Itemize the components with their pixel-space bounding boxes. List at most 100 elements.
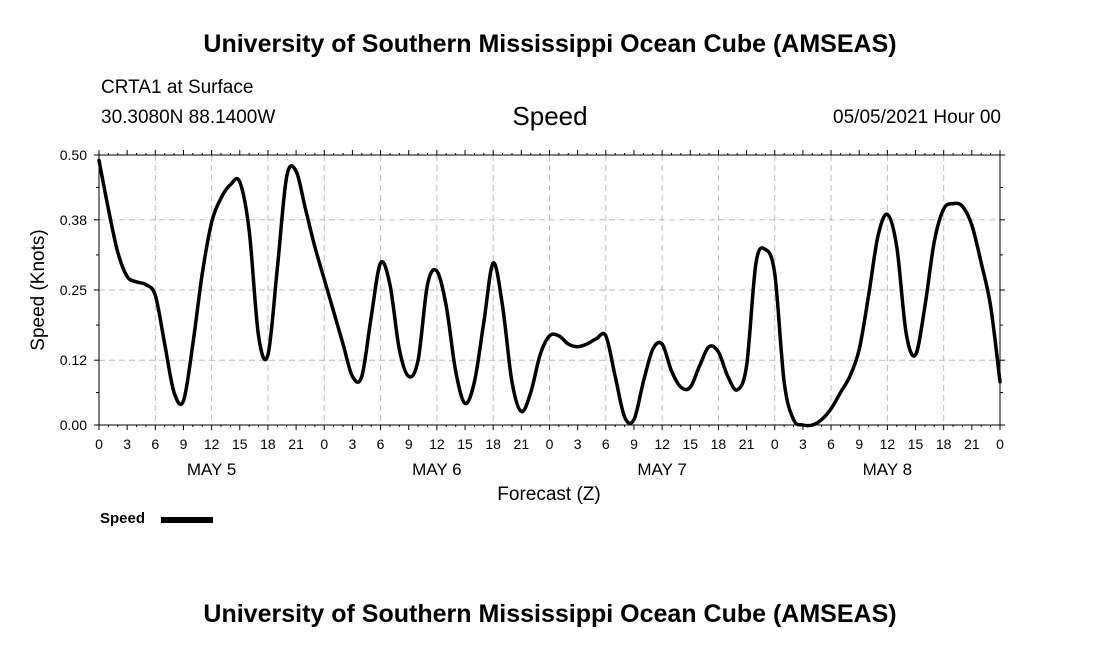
x-tick-label: 9 xyxy=(855,436,863,452)
speed-data-point xyxy=(604,334,607,337)
speed-data-point xyxy=(257,334,260,337)
tick-labels: 0.00 0.12 0.25 0.38 0.50 0 3 6 9 12 15 18 21 0 3 6 9 12 15… xyxy=(60,147,1004,479)
x-tick-label: 15 xyxy=(682,436,698,452)
speed-data-point xyxy=(801,424,804,427)
x-tick-label: 0 xyxy=(996,436,1004,452)
datetime-label: 05/05/2021 Hour 00 xyxy=(833,107,1001,128)
speed-data-point xyxy=(923,305,926,308)
speed-data-point xyxy=(323,278,326,281)
y-tick-label: 0.25 xyxy=(60,282,87,298)
speed-data-point xyxy=(548,334,551,337)
speed-data-point xyxy=(492,262,495,265)
speed-data-point xyxy=(783,380,786,383)
day-label: MAY 5 xyxy=(187,460,236,479)
speed-data-point xyxy=(830,407,833,410)
speed-data-point xyxy=(567,343,570,346)
speed-data-point xyxy=(848,375,851,378)
speed-data-point xyxy=(839,391,842,394)
x-tick-label: 21 xyxy=(514,436,530,452)
speed-data-point xyxy=(999,380,1002,383)
y-tick-label: 0.12 xyxy=(60,352,87,368)
x-tick-label: 6 xyxy=(827,436,835,452)
speed-data-point xyxy=(445,305,448,308)
x-tick-label: 15 xyxy=(457,436,473,452)
speed-data-point xyxy=(238,181,241,184)
speed-data-point xyxy=(201,272,204,275)
x-tick-label: 6 xyxy=(602,436,610,452)
speed-data-point xyxy=(154,294,157,297)
speed-data-point xyxy=(126,275,129,278)
x-tick-label: 18 xyxy=(936,436,952,452)
speed-data-point xyxy=(351,375,354,378)
speed-data-point xyxy=(632,418,635,421)
speed-data-point xyxy=(557,334,560,337)
x-tick-label: 21 xyxy=(739,436,755,452)
speed-data-point xyxy=(182,399,185,402)
speed-data-point xyxy=(482,321,485,324)
speed-data-point xyxy=(876,235,879,238)
x-tick-label: 12 xyxy=(429,436,445,452)
legend-swatch xyxy=(161,517,213,523)
legend-label: Speed xyxy=(100,510,146,527)
speed-data-point xyxy=(116,251,119,254)
x-tick-label: 18 xyxy=(711,436,727,452)
speed-data-point xyxy=(332,310,335,313)
speed-data-point xyxy=(464,402,467,405)
speed-data-point xyxy=(586,343,589,346)
speed-data-point xyxy=(407,375,410,378)
speed-data-point xyxy=(473,380,476,383)
speed-data-point xyxy=(285,175,288,178)
x-tick-label: 9 xyxy=(630,436,638,452)
speed-data-point xyxy=(539,353,542,356)
speed-data-point xyxy=(726,375,729,378)
speed-data-point xyxy=(107,208,110,211)
speed-data-point xyxy=(163,343,166,346)
speed-data-point xyxy=(266,353,269,356)
speed-data-point xyxy=(388,283,391,286)
speed-data-point xyxy=(220,197,223,200)
speed-data-point xyxy=(173,391,176,394)
speed-data-point xyxy=(144,283,147,286)
x-tick-label: 3 xyxy=(123,436,131,452)
day-label: MAY 7 xyxy=(637,460,686,479)
station-label: CRTA1 at Surface xyxy=(101,77,254,98)
speed-data-point xyxy=(342,343,345,346)
speed-data-point xyxy=(313,245,316,248)
x-tick-label: 6 xyxy=(377,436,385,452)
speed-data-point xyxy=(520,410,523,413)
speed-data-point xyxy=(933,240,936,243)
speed-data-point xyxy=(501,305,504,308)
speed-data-point xyxy=(210,221,213,224)
x-tick-label: 3 xyxy=(349,436,357,452)
x-tick-label: 0 xyxy=(771,436,779,452)
speed-data-point xyxy=(379,262,382,265)
speed-data-point xyxy=(229,183,232,186)
x-tick-label: 21 xyxy=(964,436,980,452)
speed-data-point xyxy=(773,272,776,275)
speed-data-point xyxy=(651,348,654,351)
x-tick-label: 0 xyxy=(320,436,328,452)
speed-data-point xyxy=(698,364,701,367)
speed-data-point xyxy=(942,208,945,211)
x-tick-label: 0 xyxy=(95,436,103,452)
speed-data-point xyxy=(952,202,955,205)
speed-data-point xyxy=(417,359,420,362)
speed-data-point xyxy=(595,337,598,340)
speed-data-point xyxy=(98,159,101,162)
speed-data-point xyxy=(623,415,626,418)
y-axis-title: Speed (Knots) xyxy=(28,229,49,350)
speed-data-point xyxy=(989,305,992,308)
y-tick-label: 0.00 xyxy=(60,417,87,433)
y-tick-label: 0.38 xyxy=(60,212,87,228)
chart-title: University of Southern Mississippi Ocean… xyxy=(203,30,897,58)
speed-data-point xyxy=(745,364,748,367)
speed-data-point xyxy=(689,386,692,389)
speed-data-point xyxy=(961,205,964,208)
speed-data-point xyxy=(867,294,870,297)
speed-data-point xyxy=(736,388,739,391)
speed-data-point xyxy=(679,386,682,389)
x-axis-title: Forecast (Z) xyxy=(497,484,600,505)
x-tick-label: 6 xyxy=(151,436,159,452)
speed-data-point xyxy=(886,213,889,216)
